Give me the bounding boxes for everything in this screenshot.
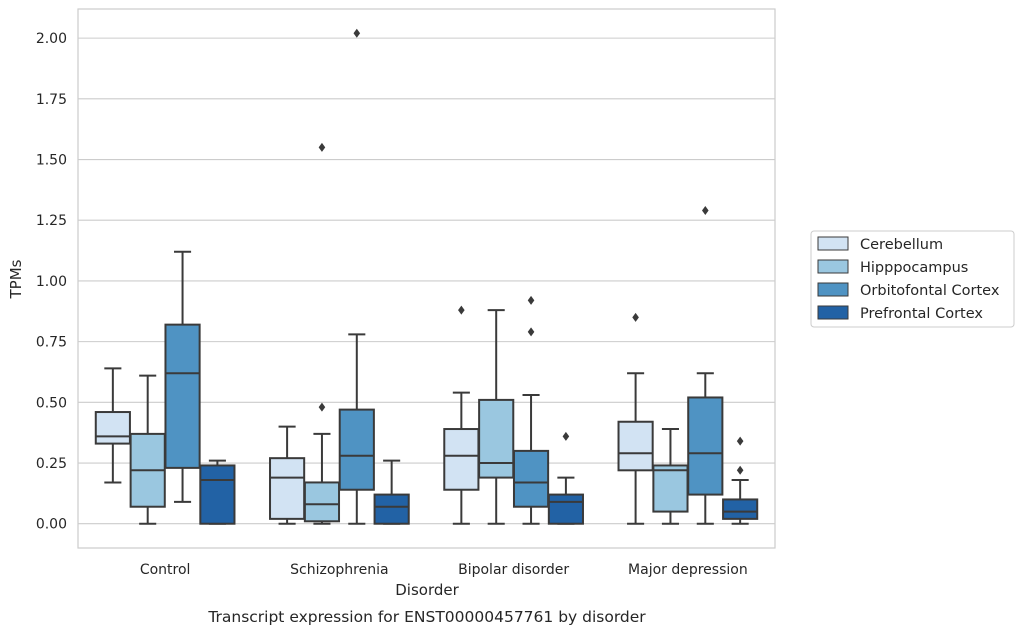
legend-items: Cerebellum Hipppocampus Orbitofontal Corte… [817,236,1000,322]
x-tick-label: Major depression [628,562,748,578]
legend-label: Hipppocampus [860,260,968,276]
y-tick-label: 0.50 [36,395,67,411]
box-iqr [164,323,201,469]
x-tick-label: Bipolar disorder [458,562,569,578]
legend-label: Cerebellum [860,237,943,253]
box-3-1 [652,428,689,525]
outlier-point [736,465,744,475]
box-iqr [478,398,515,479]
box-0-2 [164,250,201,503]
outlier-point [527,295,535,305]
box-iqr [617,420,654,472]
legend-item: Cerebellum [817,236,943,253]
legend-item: Orbitofontal Cortex [817,282,1000,299]
y-tick-labels: 0.00 0.25 0.50 0.75 1.00 1.25 1.50 1.75 2.00 [36,31,67,533]
box-2-0 [443,305,480,525]
box-iqr [269,457,306,520]
box-2-2 [512,295,550,525]
y-tick-label: 1.25 [36,213,67,229]
box-iqr [443,428,480,491]
chart-caption: Transcript expression for ENST0000045776… [207,608,646,626]
box-iqr [303,481,341,523]
outlier-point [632,312,639,322]
box-0-0 [94,367,131,484]
box-iqr [373,493,410,525]
outlier-point [702,206,709,216]
box-3-0 [617,312,654,525]
outlier-point [562,431,570,441]
box-iqr [94,411,131,445]
box-iqr [199,464,236,525]
y-tick-label: 1.50 [36,153,67,169]
x-axis-label: Disorder [395,581,459,599]
box-0-1 [129,374,166,525]
outlier-point [736,436,744,446]
outlier-point [458,305,465,315]
x-tick-labels: Control Schizophrenia Bipolar disorder Majo… [140,562,748,578]
box-2-3 [547,431,584,525]
box-1-3 [373,459,410,525]
box-1-1 [303,142,341,525]
legend-swatch [817,305,849,320]
y-tick-label: 2.00 [36,31,67,47]
legend: Cerebellum Hipppocampus Orbitofontal Corte… [810,230,1015,328]
box-0-3 [199,459,236,525]
outlier-point [318,402,326,412]
box-iqr [687,396,724,496]
outlier-point [318,142,326,152]
box-iqr [338,408,375,491]
box-1-0 [269,425,306,525]
box-iqr [652,464,689,513]
box-layer [94,28,759,525]
box-3-3 [722,436,759,525]
box-iqr [512,449,550,508]
box-3-2 [687,206,724,525]
legend-swatch [817,282,849,297]
y-tick-label: 0.00 [36,517,67,533]
y-axis-label: TPMs [7,259,25,299]
box-2-1 [478,309,515,525]
y-tick-label: 1.75 [36,92,67,108]
y-tick-label: 0.25 [36,456,67,472]
y-tick-label: 1.00 [36,274,67,290]
legend-item: Prefrontal Cortex [817,305,983,322]
box-iqr [547,493,584,525]
y-tick-label: 0.75 [36,335,67,351]
x-tick-label: Schizophrenia [290,562,388,578]
box-iqr [722,498,759,520]
x-tick-label: Control [140,562,191,578]
legend-swatch [817,236,849,251]
outlier-point [353,28,361,38]
legend-swatch [817,259,849,274]
legend-item: Hipppocampus [817,259,968,276]
legend-label: Orbitofontal Cortex [860,283,1000,299]
outlier-point [527,327,535,337]
legend-label: Prefrontal Cortex [860,306,983,322]
legend-frame [810,230,1015,328]
box-1-2 [338,28,375,525]
